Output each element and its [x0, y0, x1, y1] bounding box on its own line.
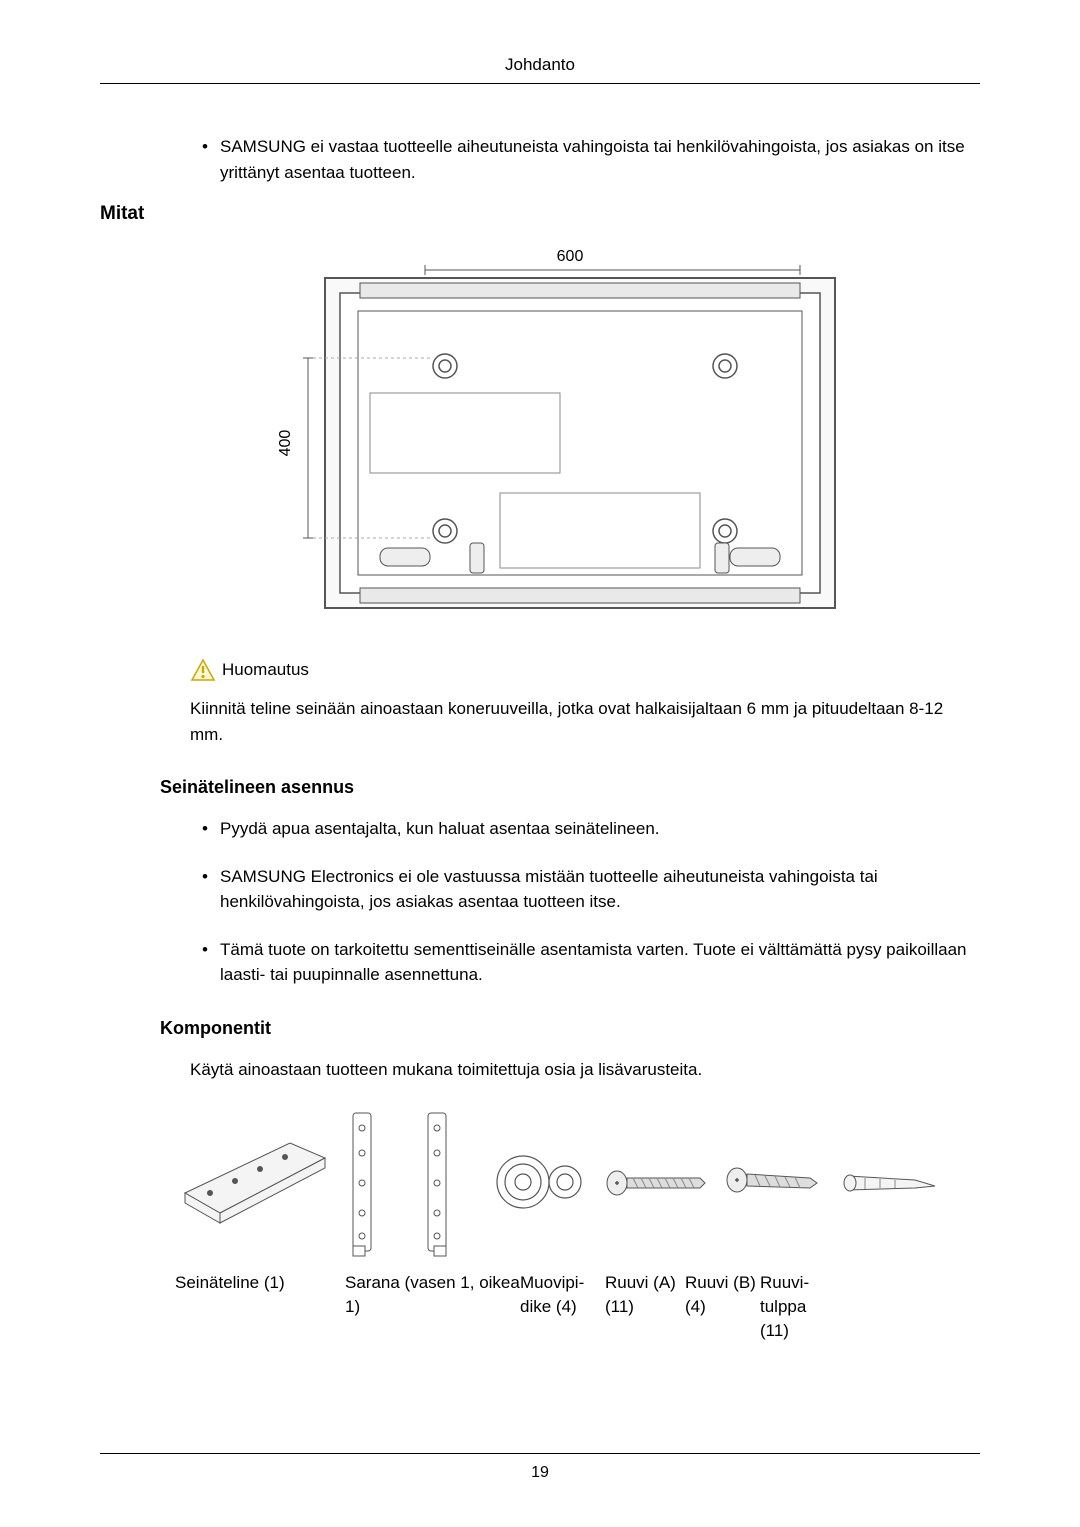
component-label: Muovipi-dike (4): [520, 1271, 605, 1342]
component-label: Seinäteline (1): [175, 1271, 345, 1342]
note-label: Huomautus: [222, 660, 309, 680]
components-images: [180, 1110, 980, 1255]
component-image: [840, 1110, 945, 1255]
component-image: [725, 1110, 825, 1255]
width-label: 600: [557, 248, 584, 265]
intro-bullet-text: SAMSUNG ei vastaa tuotteelle aiheutuneis…: [220, 134, 980, 185]
components-heading: Komponentit: [160, 1018, 980, 1039]
warning-icon: [190, 658, 216, 682]
mitat-heading: Mitat: [100, 203, 980, 225]
note-text: Kiinnitä teline seinään ainoastaan koner…: [190, 696, 980, 747]
component-label: Ruuvi (A)(11): [605, 1271, 685, 1342]
bullet-icon: •: [190, 816, 220, 842]
bullet-icon: •: [190, 134, 220, 185]
install-heading: Seinätelineen asennus: [160, 777, 980, 798]
component-image: [345, 1110, 405, 1255]
bullet-icon: •: [190, 937, 220, 988]
intro-bullet-block: • SAMSUNG ei vastaa tuotteelle aiheutune…: [190, 134, 980, 185]
install-bullet-text: Pyydä apua asentajalta, kun haluat asent…: [220, 816, 980, 842]
component-label: Ruuvi-tulppa (11): [760, 1271, 830, 1342]
component-image: [605, 1110, 710, 1255]
bullet-icon: •: [190, 864, 220, 915]
component-image: [495, 1110, 590, 1255]
component-labels: Seinäteline (1) Sarana (vasen 1, oikea 1…: [175, 1271, 980, 1342]
page-number: 19: [100, 1453, 980, 1482]
component-image: [420, 1110, 480, 1255]
height-label: 400: [277, 430, 294, 457]
install-bullets: • Pyydä apua asentajalta, kun haluat ase…: [190, 816, 980, 988]
install-bullet-text: Tämä tuote on tarkoitettu sementtiseinäl…: [220, 937, 980, 988]
install-bullet: • SAMSUNG Electronics ei ole vastuussa m…: [190, 864, 980, 915]
dimensions-diagram: 600 400: [270, 243, 980, 628]
note-block: Huomautus: [190, 658, 980, 682]
component-label: Sarana (vasen 1, oikea 1): [345, 1271, 520, 1342]
install-bullet-text: SAMSUNG Electronics ei ole vastuussa mis…: [220, 864, 980, 915]
install-bullet: • Pyydä apua asentajalta, kun haluat ase…: [190, 816, 980, 842]
page-header: Johdanto: [100, 55, 980, 84]
component-label: Ruuvi (B)(4): [685, 1271, 760, 1342]
components-intro: Käytä ainoastaan tuotteen mukana toimite…: [190, 1057, 980, 1083]
install-bullet: • Tämä tuote on tarkoitettu sementtisein…: [190, 937, 980, 988]
intro-bullet: • SAMSUNG ei vastaa tuotteelle aiheutune…: [190, 134, 980, 185]
component-image: [180, 1110, 330, 1255]
